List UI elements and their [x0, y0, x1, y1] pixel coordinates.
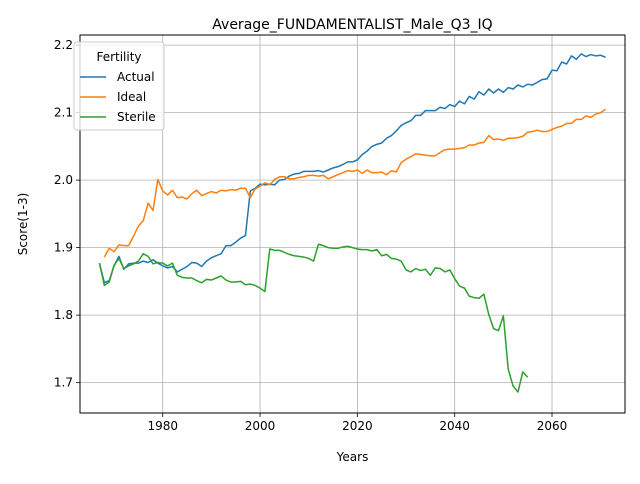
- x-tick-label: 1980: [147, 419, 178, 433]
- x-tick-label: 2040: [439, 419, 470, 433]
- x-tick-label: 2020: [342, 419, 373, 433]
- legend-title: Fertility: [96, 50, 141, 64]
- chart-title: Average_FUNDAMENTALIST_Male_Q3_IQ: [212, 17, 492, 33]
- y-tick-label: 2.0: [54, 173, 73, 187]
- y-tick-label: 1.8: [54, 308, 73, 322]
- y-axis-label: Score(1-3): [16, 193, 30, 256]
- legend-label-sterile: Sterile: [117, 110, 156, 124]
- legend: Fertility Actual Ideal Sterile: [74, 42, 164, 130]
- legend-label-ideal: Ideal: [117, 90, 146, 104]
- y-tick-label: 2.2: [54, 38, 73, 52]
- x-axis-label: Years: [336, 450, 369, 464]
- x-tick-label: 2060: [537, 419, 568, 433]
- y-tick-label: 1.7: [54, 376, 73, 390]
- legend-label-actual: Actual: [117, 70, 155, 84]
- x-tick-label: 2000: [245, 419, 276, 433]
- y-tick-label: 1.9: [54, 241, 73, 255]
- y-tick-label: 2.1: [54, 106, 73, 120]
